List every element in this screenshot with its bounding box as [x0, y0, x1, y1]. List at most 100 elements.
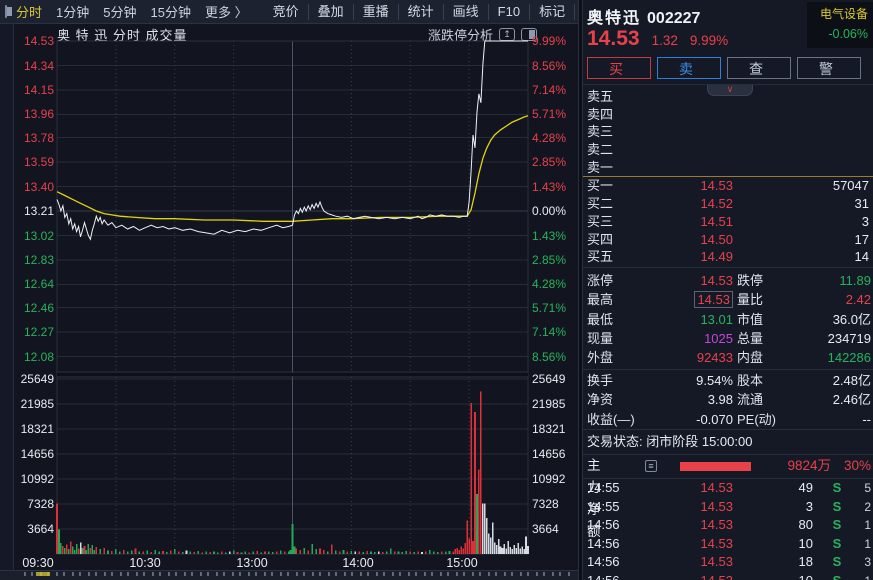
statusbar-clipped	[0, 570, 580, 580]
tab-timeshare[interactable]: 分时	[16, 5, 43, 20]
stat-label: 最高	[587, 292, 614, 308]
toolbar-button-3[interactable]: 统计	[399, 3, 444, 20]
orderbook-row-buy[interactable]: 买四 14.50 17	[583, 231, 873, 249]
time-axis-label: 09:30	[22, 556, 54, 570]
level-label: 卖三	[587, 124, 614, 140]
separator	[583, 429, 873, 430]
stats-block-1: 涨停 14.53 跌停 11.89 最高 14.53 量比 2.42 最低 13.01 市值 36.0…	[583, 271, 873, 367]
tick-price: 14.53	[700, 535, 733, 551]
volume-axis-label: 18321	[532, 422, 566, 436]
stat-value: 3.98	[707, 392, 733, 408]
buy-button[interactable]: 买	[587, 57, 651, 79]
query-button[interactable]: 查	[727, 57, 791, 79]
orderbook-row-sell[interactable]: 卖三	[583, 123, 873, 141]
volume-axis-label: 3664	[27, 522, 54, 536]
tab-period-1[interactable]: 1分钟	[56, 5, 90, 20]
price-axis-label: 14.53	[23, 34, 54, 48]
stat-value: 1025	[704, 330, 733, 346]
stats-row: 最低 13.01 市值 36.0亿	[583, 310, 873, 329]
stat-value-boxed[interactable]: 14.53	[694, 291, 733, 309]
stats-row: 外盘 92433 内盘 142286	[583, 348, 873, 367]
volume-axis-label: 25649	[20, 372, 54, 386]
stat-value: 14.53	[629, 290, 733, 309]
tick-row[interactable]: 14:56 14.53 18 S 3	[583, 553, 873, 572]
list-icon[interactable]: ≡	[645, 460, 657, 472]
tick-time: 14:56	[587, 535, 620, 551]
expand-chart-icon[interactable]: ↥	[499, 28, 516, 41]
level-label: 买三	[587, 213, 614, 229]
sell-button[interactable]: 卖	[657, 57, 721, 79]
panel-layout-icon[interactable]	[521, 28, 538, 41]
toolbar-button-4[interactable]: 画线	[444, 3, 489, 20]
main-flow-label: 主力净额	[587, 458, 601, 539]
stat-value: --	[862, 411, 871, 427]
toolbar-button-5[interactable]: F10	[489, 3, 531, 20]
collapse-orderbook-tab[interactable]: ∨	[707, 85, 753, 96]
tick-price: 14.53	[700, 517, 733, 532]
tick-price: 14.53	[700, 480, 733, 495]
pct-axis-label: 7.14%	[532, 82, 567, 97]
price-axis-label: 12.08	[23, 349, 54, 364]
tick-side: S	[832, 535, 842, 551]
separator	[583, 454, 873, 455]
tick-row[interactable]: 14:55 14.53 3 S 2	[583, 498, 873, 517]
panel-divider[interactable]	[578, 0, 583, 580]
orderbook-row-buy[interactable]: 买一 14.53 57047	[583, 177, 873, 195]
main-flow-amount: 9824万	[787, 458, 831, 473]
orderbook-row-buy[interactable]: 买五 14.49 14	[583, 248, 873, 266]
volume-axis-label: 25649	[532, 372, 566, 386]
toolbar-button-1[interactable]: 叠加	[309, 3, 354, 20]
orderbook-row-sell[interactable]: 卖一	[583, 159, 873, 177]
orderbook-row-sell[interactable]: 卖四	[583, 106, 873, 124]
level-volume: 17	[854, 231, 869, 247]
industry-box[interactable]: 电气设备 -0.06%	[807, 2, 873, 48]
stat-label: 换手	[587, 373, 614, 388]
tick-row[interactable]: 14:55 14.53 49 S 5	[583, 479, 873, 498]
stat-value: 36.0亿	[832, 311, 871, 327]
chart-title: 奥 特 迅 分时 成交量	[57, 28, 188, 43]
tick-side: S	[832, 498, 842, 514]
stats-block-2: 换手 9.54% 股本 2.48亿 净资 3.98 流通 2.46亿 收益(—) -0.070 PE…	[583, 371, 873, 429]
alert-button[interactable]: 警	[797, 57, 861, 79]
price-change: 1.32	[651, 33, 678, 48]
pct-axis-label: 0.00%	[532, 204, 567, 218]
tick-row[interactable]: 14:56 14.53 80 S 1	[583, 516, 873, 535]
orderbook-row-sell[interactable]: 卖二	[583, 141, 873, 159]
orderbook-row-sell[interactable]: 卖五	[583, 88, 873, 106]
price-axis-label: 14.15	[23, 82, 54, 97]
toolbar-button-6[interactable]: 标记	[530, 3, 576, 20]
level-price: 14.50	[700, 231, 733, 247]
price-axis-label: 13.59	[23, 155, 54, 170]
session-status: 交易状态: 闭市阶段 15:00:00	[587, 434, 753, 449]
level-label: 买五	[587, 249, 614, 265]
tick-price: 14.53	[700, 572, 733, 580]
orderbook-row-buy[interactable]: 买二 14.52 31	[583, 195, 873, 213]
tab-period-4[interactable]: 更多 〉	[204, 5, 248, 20]
pct-axis-label: 7.14%	[532, 325, 567, 340]
orderbook-row-buy[interactable]: 买三 14.51 3	[583, 213, 873, 231]
toolbar-button-2[interactable]: 重播	[354, 3, 399, 20]
sidebar-toggle-icon[interactable]	[5, 5, 12, 18]
separator	[583, 369, 873, 370]
order-book: 卖五 卖四 卖三 卖二 卖一 买一 14.53 57047 买二 14.52 31 买三 14.51 3 买…	[583, 88, 873, 266]
price-axis-label: 13.96	[23, 107, 54, 122]
main-flow-bar	[680, 462, 751, 471]
level-label: 卖二	[587, 142, 614, 158]
time-axis-label: 10:30	[129, 556, 161, 570]
stock-name: 奥特迅 002227	[587, 4, 700, 28]
stat-value: 2.48亿	[832, 373, 871, 388]
stock-name-text: 奥特迅	[587, 10, 642, 27]
limit-analysis-link[interactable]: 涨跌停分析	[428, 28, 494, 43]
pct-axis-label: 2.85%	[532, 155, 567, 170]
tick-time: 14:55	[587, 498, 620, 514]
timeshare-chart[interactable]	[0, 24, 580, 580]
stat-label: 跌停	[737, 273, 764, 288]
tab-period-3[interactable]: 15分钟	[150, 5, 191, 20]
stat-label: 股本	[737, 373, 764, 388]
chart-header: 奥 特 迅 分时 成交量 涨跌停分析 ↥	[0, 25, 580, 43]
toolbar-button-0[interactable]: 竞价	[264, 3, 309, 20]
tab-period-2[interactable]: 5分钟	[103, 5, 137, 20]
pct-axis-label: 9.99%	[532, 34, 567, 48]
